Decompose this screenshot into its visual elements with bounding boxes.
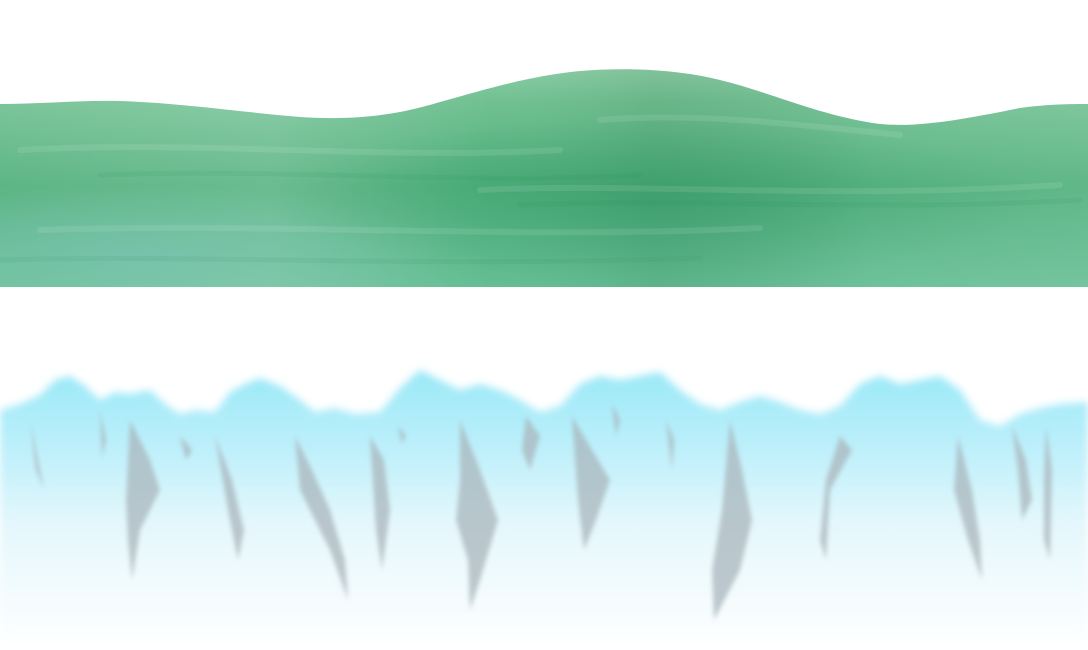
green-hill-strip bbox=[0, 0, 1088, 290]
ice-crystal-strip bbox=[0, 340, 1088, 650]
ice-crystal-graphic bbox=[0, 370, 1088, 650]
ice-shards bbox=[30, 404, 1052, 620]
green-hill-graphic bbox=[0, 69, 1088, 288]
